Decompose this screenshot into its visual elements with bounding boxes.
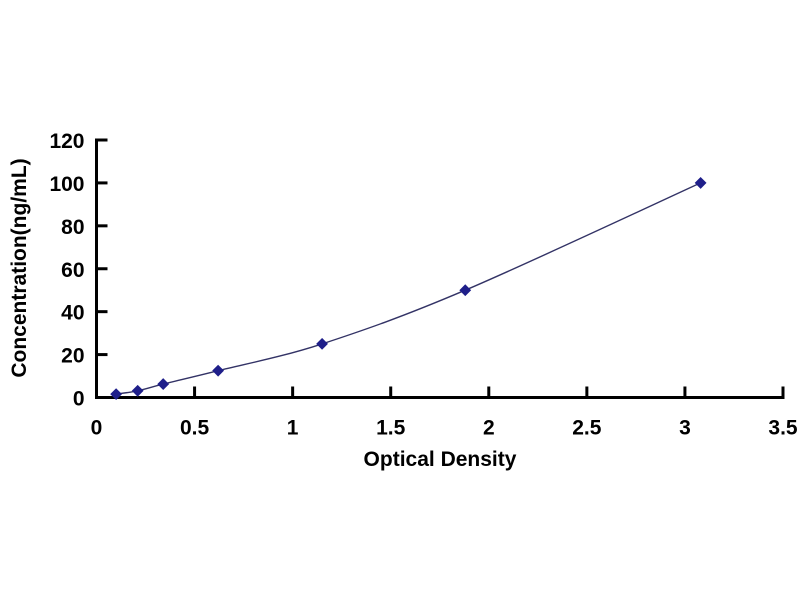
x-tick-label: 1.5 (376, 417, 406, 440)
x-tick-label: 0.5 (180, 417, 210, 440)
plot-area: 0 0.5 1 1.5 2 2.5 3 3.5 0 20 40 60 80 100 120 (49, 130, 797, 440)
data-point-marker (316, 337, 328, 350)
x-tick-label: 1 (287, 417, 299, 440)
x-tick-label: 3 (679, 417, 691, 440)
data-point-marker (110, 388, 123, 401)
curve-line (116, 182, 701, 395)
data-point-marker (157, 378, 170, 390)
y-tick-label: 20 (61, 345, 84, 368)
x-tick-label: 0 (91, 417, 103, 440)
data-point-marker (694, 177, 707, 189)
y-tick-label: 100 (49, 173, 84, 196)
x-tick-label: 2.5 (572, 417, 602, 440)
x-tick-label: 3.5 (768, 417, 798, 440)
data-point-marker (212, 364, 225, 377)
y-tick-label: 0 (73, 388, 85, 411)
y-tick-label: 80 (61, 216, 84, 239)
y-tick-label: 120 (49, 130, 84, 153)
y-tick-label: 40 (61, 302, 84, 325)
data-point-marker (459, 284, 472, 297)
x-axis-title: Optical Density (364, 448, 517, 471)
y-axis-title: Concentration(ng/mL) (8, 158, 31, 377)
y-tick-label: 60 (61, 259, 84, 282)
x-tick-label: 2 (483, 417, 495, 440)
data-point-marker (131, 384, 144, 397)
